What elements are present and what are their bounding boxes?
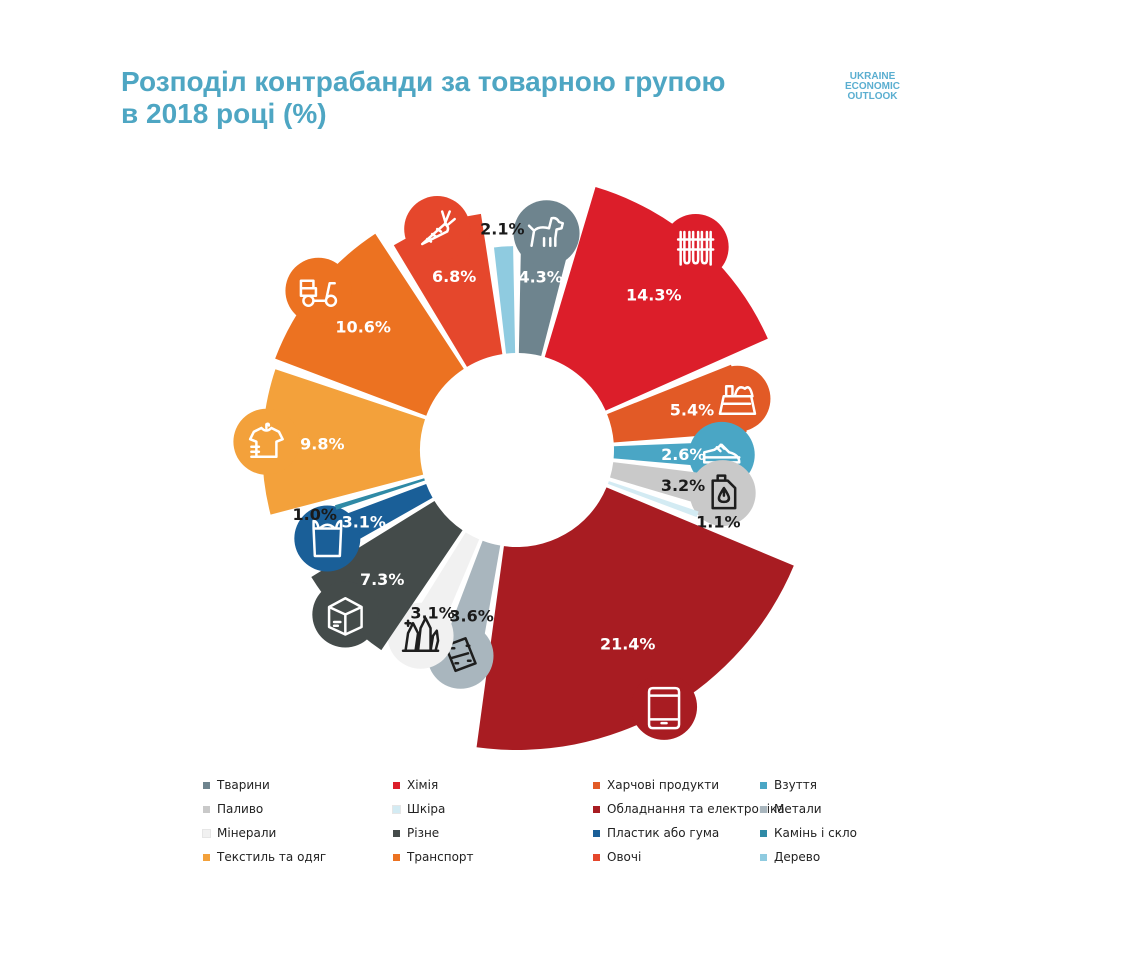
legend-label: Мінерали	[217, 826, 277, 840]
chart-title-line-2: в 2018 році (%)	[121, 98, 327, 129]
icon-badge	[233, 408, 300, 475]
legend-swatch	[760, 781, 767, 789]
legend-label: Дерево	[774, 850, 821, 864]
slice-транспорт	[275, 233, 464, 416]
legend-swatch	[202, 828, 211, 838]
crystals-icon	[387, 602, 454, 669]
polar-area-chart: 4.3%14.3%5.4%2.6%3.2%1.1%21.4%3.6%3.1%7.…	[233, 187, 794, 750]
legend-swatch	[760, 805, 767, 813]
legend-item-транспорт: Транспорт	[393, 850, 474, 864]
data-label-тварини: 4.3%	[518, 268, 562, 287]
legend-swatch	[392, 804, 401, 814]
box-icon	[312, 581, 379, 648]
legend-label: Харчові продукти	[607, 778, 720, 792]
legend-item-камінь-і-скло: Камінь і скло	[760, 826, 857, 840]
dog-icon	[513, 200, 580, 267]
legend-swatch	[393, 781, 400, 789]
legend-label: Метали	[774, 802, 822, 816]
data-label-мінерали: 3.1%	[410, 604, 454, 623]
legend-swatch	[203, 781, 210, 789]
chart-title-line-1: Розподіл контрабанди за товарною групою	[121, 66, 726, 97]
data-label-транспорт: 10.6%	[335, 318, 391, 337]
slice-шкіра	[607, 481, 699, 518]
data-label-шкіра: 1.1%	[696, 513, 740, 532]
legend-item-текстиль-та-одяг: Текстиль та одяг	[203, 850, 326, 864]
groceries-icon	[704, 365, 771, 432]
legend-item-паливо: Паливо	[203, 802, 263, 816]
legend-swatch	[593, 829, 600, 837]
legend-swatch	[203, 853, 210, 861]
legend-item-дерево: Дерево	[760, 850, 820, 864]
scooter-icon	[285, 257, 352, 324]
legend-item-обладнання-та-електроніка: Обладнання та електроніка	[593, 802, 785, 816]
clothes-icon	[233, 408, 300, 475]
data-label-овочі: 6.8%	[432, 267, 476, 286]
brand-logo: UKRAINE ECONOMIC OUTLOOK	[845, 72, 900, 102]
legend-item-тварини: Тварини	[203, 778, 270, 792]
legend-swatch	[393, 829, 400, 837]
legend-item-харчові-продукти: Харчові продукти	[593, 778, 719, 792]
data-label-різне: 7.3%	[360, 570, 404, 589]
legend-label: Тварини	[217, 778, 270, 792]
plastic-bag-icon	[294, 505, 361, 572]
data-label-обладнання-та-електроніка: 21.4%	[600, 634, 656, 653]
icon-badge	[631, 673, 698, 740]
legend-label: Транспорт	[407, 850, 474, 864]
legend-label: Шкіра	[407, 802, 446, 816]
icon-badge	[294, 505, 361, 572]
data-label-пластик-або-гума: 3.1%	[342, 512, 386, 531]
data-label-взуття: 2.6%	[661, 445, 705, 464]
icon-badge	[704, 365, 771, 432]
brand-line-1: UKRAINE	[849, 71, 896, 82]
data-label-камінь-і-скло: 1.0%	[292, 505, 336, 524]
slice-хімія	[544, 187, 768, 411]
data-label-текстиль-та-одяг: 9.8%	[300, 435, 344, 454]
legend-label: Обладнання та електроніка	[607, 802, 785, 816]
data-label-харчові-продукти: 5.4%	[670, 400, 714, 419]
legend-label: Хімія	[407, 778, 439, 792]
data-label-хімія: 14.3%	[626, 286, 682, 305]
legend-item-метали: Метали	[760, 802, 822, 816]
legend-item-різне: Різне	[393, 826, 439, 840]
legend-item-овочі: Овочі	[593, 850, 641, 864]
donut-hole	[422, 355, 612, 545]
data-label-метали: 3.6%	[449, 607, 493, 626]
brand-line-3: OUTLOOK	[847, 91, 898, 102]
chart-title: Розподіл контрабанди за товарною групою …	[121, 66, 725, 130]
legend-swatch	[593, 805, 600, 813]
icon-badge	[513, 200, 580, 267]
icon-badge	[662, 213, 729, 280]
legend-item-хімія: Хімія	[393, 778, 438, 792]
legend-item-взуття: Взуття	[760, 778, 817, 792]
data-label-паливо: 3.2%	[661, 476, 705, 495]
legend-swatch	[760, 829, 767, 837]
legend-swatch	[393, 853, 400, 861]
legend-label: Текстиль та одяг	[217, 850, 327, 864]
fuel-canister-icon	[689, 460, 756, 527]
slice-дерево	[493, 246, 516, 354]
legend-label: Різне	[407, 826, 440, 840]
legend-label: Овочі	[607, 850, 642, 864]
slice-обладнання-та-електроніка	[476, 487, 794, 750]
brand-line-2: ECONOMIC	[845, 81, 900, 92]
legend-swatch	[593, 781, 600, 789]
legend-item-мінерали: Мінерали	[202, 826, 277, 840]
slice-камінь-і-скло	[334, 478, 425, 510]
legend-label: Камінь і скло	[774, 826, 857, 840]
legend-swatch	[760, 853, 767, 861]
smartphone-icon	[631, 673, 698, 740]
icon-badge	[285, 257, 352, 324]
legend-swatch	[203, 805, 210, 813]
carrot-icon	[404, 196, 471, 263]
slice-текстиль-та-одяг	[262, 369, 426, 515]
test-tubes-icon	[662, 213, 729, 280]
legend-label: Взуття	[774, 778, 817, 792]
legend-item-пластик-або-гума: Пластик або гума	[593, 826, 719, 840]
data-label-дерево: 2.1%	[480, 220, 524, 239]
legend-item-шкіра: Шкіра	[392, 802, 446, 816]
legend-label: Пластик або гума	[607, 826, 720, 840]
legend-swatch	[593, 853, 600, 861]
legend-label: Паливо	[217, 802, 264, 816]
